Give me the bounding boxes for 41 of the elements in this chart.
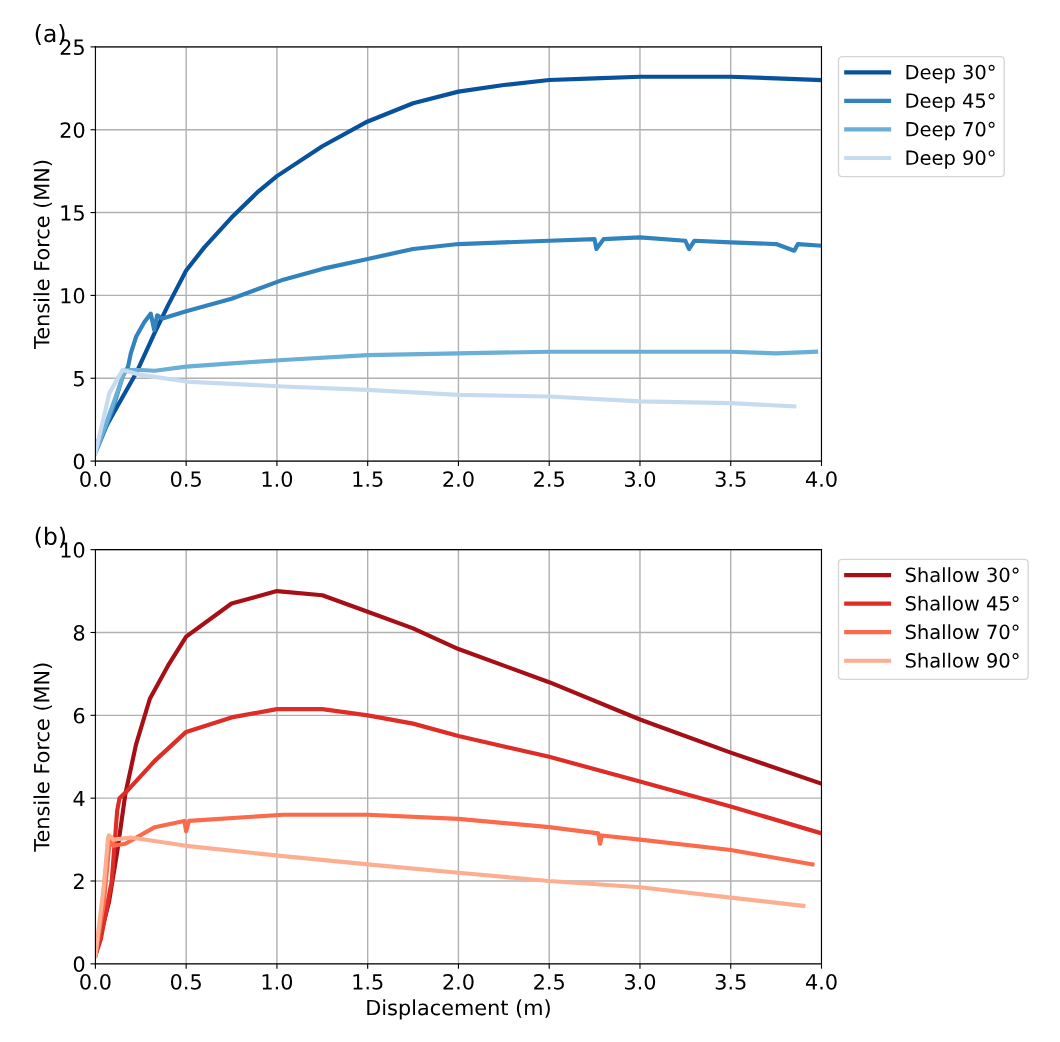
x-tick-label: 2.0 <box>443 973 474 990</box>
legend-label: Shallow 70° <box>905 624 1019 640</box>
x-tick-label: 1.5 <box>353 974 383 990</box>
legend-label: Deep 90° <box>906 150 995 169</box>
legend-label: Shallow 30° <box>905 567 1019 583</box>
x-tick-label: 0.0 <box>80 471 111 487</box>
x-tick-label: 3.5 <box>715 973 746 990</box>
legend-label: Shallow 45° <box>905 595 1019 611</box>
x-tick-label: 0.5 <box>170 471 201 487</box>
y-tick-label: 10 <box>61 287 85 304</box>
x-tick-label: 4.0 <box>805 973 837 990</box>
line-series <box>95 833 806 958</box>
legend-label: Deep 70° <box>906 121 995 141</box>
y-tick-label: 8 <box>73 624 85 641</box>
y-tick-label: 0 <box>73 956 85 973</box>
x-tick-label: 4.0 <box>805 471 837 487</box>
y-tick-label: 2 <box>73 873 84 889</box>
x-tick-label: 1.0 <box>262 973 293 990</box>
y-tick-label: 5 <box>74 370 84 387</box>
y-tick-label: 4 <box>73 790 85 807</box>
line-series <box>95 367 797 455</box>
y-tick-label: 20 <box>60 122 85 138</box>
y-tick-label: 15 <box>61 205 84 221</box>
y-tick-label: 0 <box>73 453 85 470</box>
x-axis-title: Displacement (m) <box>367 999 550 1020</box>
x-tick-label: 2.5 <box>534 471 564 487</box>
x-tick-label: 2.0 <box>443 471 474 487</box>
y-tick-label: 6 <box>73 707 85 724</box>
legend-label: Deep 45° <box>906 93 995 112</box>
y-axis-title: Tensile Force (MN) <box>33 160 53 349</box>
x-tick-label: 0.0 <box>80 973 111 990</box>
x-tick-label: 3.0 <box>625 471 656 487</box>
x-tick-label: 1.5 <box>353 471 383 487</box>
legend-label: Deep 30° <box>906 64 995 84</box>
legend-label: Shallow 90° <box>905 652 1019 668</box>
x-tick-label: 3.5 <box>715 471 746 487</box>
x-tick-label: 1.0 <box>262 471 293 487</box>
y-axis-title: Tensile Force (MN) <box>33 663 53 852</box>
x-tick-label: 2.5 <box>534 973 564 990</box>
x-tick-label: 3.0 <box>625 973 656 990</box>
x-tick-label: 0.5 <box>170 973 201 990</box>
